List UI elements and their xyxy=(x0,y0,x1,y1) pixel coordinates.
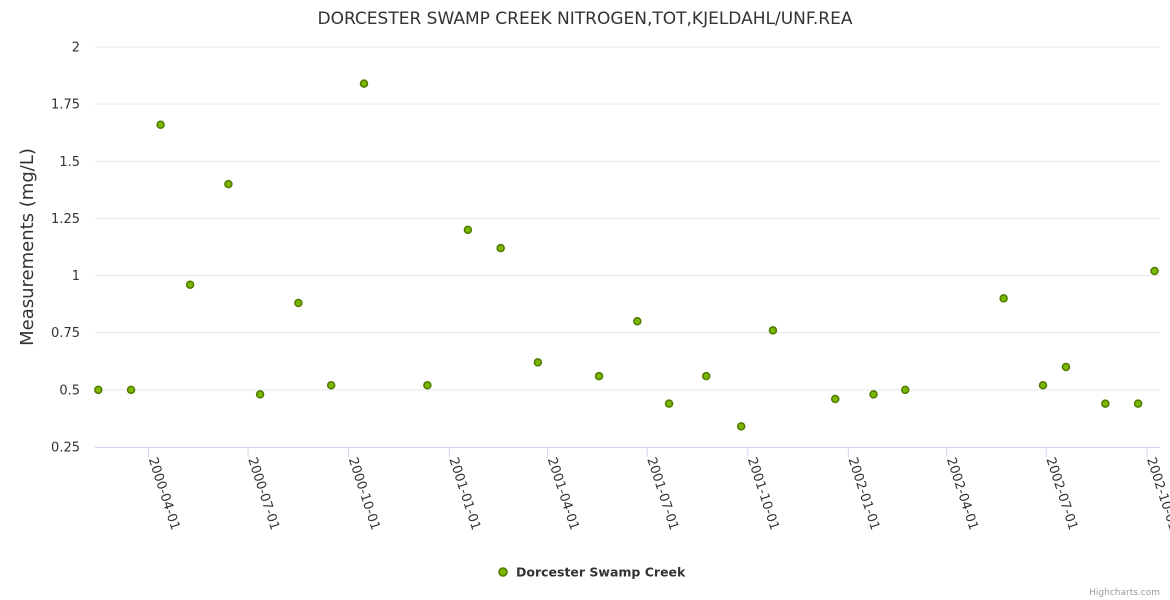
data-point[interactable] xyxy=(126,385,136,395)
data-point[interactable] xyxy=(831,394,840,404)
y-axis-label: Measurements (mg/L) xyxy=(17,148,38,346)
y-tick-label: 1 xyxy=(72,269,80,284)
data-point[interactable] xyxy=(594,371,604,381)
data-point[interactable] xyxy=(1101,399,1110,408)
data-point[interactable] xyxy=(185,280,195,289)
data-point[interactable] xyxy=(999,294,1008,303)
y-tick-label: 0.5 xyxy=(59,383,80,398)
y-axis: 0.25 0.5 0.75 1 1.25 1.5 1.75 2 xyxy=(51,41,80,456)
data-point[interactable] xyxy=(736,422,746,431)
legend-item-dorcester-swamp-creek[interactable]: Dorcester Swamp Creek xyxy=(516,565,686,580)
data-point[interactable] xyxy=(359,79,369,88)
legend[interactable]: Dorcester Swamp Creek xyxy=(498,565,686,580)
data-point[interactable] xyxy=(633,317,642,326)
data-point[interactable] xyxy=(94,385,103,395)
data-point[interactable] xyxy=(423,381,432,390)
data-point[interactable] xyxy=(463,225,473,235)
data-point[interactable] xyxy=(496,243,505,253)
data-point[interactable] xyxy=(664,399,674,408)
data-point[interactable] xyxy=(1133,399,1143,408)
y-tick-label: 1.25 xyxy=(51,212,80,227)
y-tick-label: 1.5 xyxy=(59,155,80,170)
y-tick-label: 0.75 xyxy=(51,326,80,341)
data-point[interactable] xyxy=(1038,381,1048,390)
data-point[interactable] xyxy=(294,298,303,308)
data-point[interactable] xyxy=(1150,266,1159,276)
data-point[interactable] xyxy=(326,381,336,390)
data-point[interactable] xyxy=(255,390,265,399)
data-point[interactable] xyxy=(900,385,910,395)
y-tick-label: 2 xyxy=(72,41,80,56)
data-point[interactable] xyxy=(224,179,233,189)
chart-title: DORCESTER SWAMP CREEK NITROGEN,TOT,KJELD… xyxy=(318,9,853,29)
data-point[interactable] xyxy=(768,326,778,335)
data-point[interactable] xyxy=(701,371,711,381)
data-point[interactable] xyxy=(533,358,543,367)
y-tick-label: 1.75 xyxy=(51,98,80,113)
data-point[interactable] xyxy=(869,390,878,399)
data-point[interactable] xyxy=(156,120,165,129)
gridlines xyxy=(95,46,1160,391)
series-dorcester-swamp-creek[interactable] xyxy=(94,79,1159,431)
legend-marker-icon[interactable] xyxy=(498,567,508,577)
credits-link[interactable]: Highcharts.com xyxy=(1089,588,1160,598)
y-tick-label: 0.25 xyxy=(51,441,80,456)
data-point[interactable] xyxy=(1061,362,1071,372)
